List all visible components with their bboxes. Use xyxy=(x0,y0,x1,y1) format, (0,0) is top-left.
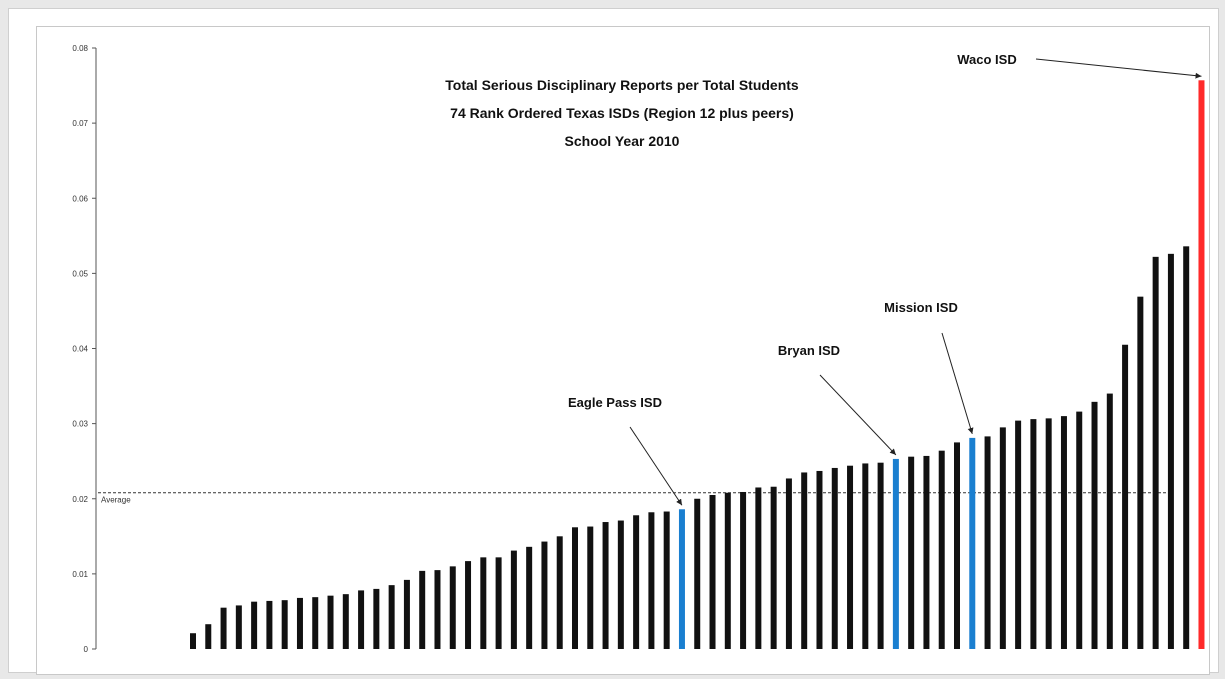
annotation-arrow xyxy=(941,332,974,435)
y-tick-label: 0.06 xyxy=(72,194,88,203)
bar xyxy=(526,546,533,649)
chart-frame: Total Serious Disciplinary Reports per T… xyxy=(8,8,1219,675)
bar xyxy=(816,470,823,649)
bar xyxy=(724,492,731,649)
bar xyxy=(251,601,258,649)
bar xyxy=(281,600,288,649)
bar xyxy=(1137,296,1144,649)
average-label: Average xyxy=(101,496,131,505)
bar xyxy=(709,494,716,649)
bar xyxy=(220,607,227,649)
y-tick-label: 0.07 xyxy=(72,119,88,128)
annotation-label: Bryan ISD xyxy=(778,343,840,358)
bar xyxy=(633,515,640,649)
bar xyxy=(617,520,624,649)
y-tick-label: 0 xyxy=(84,645,89,654)
chart-title-line-2: 74 Rank Ordered Texas ISDs (Region 12 pl… xyxy=(450,105,794,121)
bar xyxy=(954,442,960,649)
bar xyxy=(785,478,792,649)
bar xyxy=(312,597,319,649)
bar xyxy=(938,450,945,649)
annotation-arrow xyxy=(819,374,897,456)
bar xyxy=(358,590,365,649)
bar xyxy=(770,486,777,649)
bar xyxy=(266,600,273,649)
bar xyxy=(1183,246,1190,649)
bar xyxy=(999,427,1006,649)
y-tick-label: 0.03 xyxy=(72,420,88,429)
bar xyxy=(1106,393,1113,649)
bar xyxy=(694,498,701,649)
bar xyxy=(602,522,609,649)
highlighted-bar xyxy=(678,509,685,649)
bar xyxy=(495,557,502,649)
bar xyxy=(434,570,441,649)
bar xyxy=(388,585,395,649)
annotation-label: Mission ISD xyxy=(884,300,958,315)
chart-title-line-3: School Year 2010 xyxy=(565,133,680,149)
bar-chart: Total Serious Disciplinary Reports per T… xyxy=(72,44,1205,654)
bar xyxy=(556,536,563,649)
bar xyxy=(1122,344,1129,649)
bar xyxy=(1076,411,1083,649)
bar xyxy=(847,465,854,649)
bar xyxy=(205,624,212,649)
bar xyxy=(740,491,747,649)
bar xyxy=(480,557,487,649)
bar xyxy=(908,456,915,649)
y-tick-label: 0.05 xyxy=(72,269,88,278)
y-tick-label: 0.02 xyxy=(72,495,88,504)
highlighted-bar xyxy=(1198,80,1205,649)
bar xyxy=(465,561,472,649)
bar xyxy=(419,570,426,649)
bar xyxy=(373,588,380,649)
bar xyxy=(510,550,517,649)
bar xyxy=(862,463,869,649)
bar xyxy=(1091,401,1098,649)
bar xyxy=(572,527,578,649)
bar xyxy=(190,633,196,649)
annotation-arrow xyxy=(1035,58,1202,79)
bar xyxy=(1030,419,1037,649)
bar xyxy=(663,511,670,649)
chart-title-line-1: Total Serious Disciplinary Reports per T… xyxy=(445,77,799,93)
bar xyxy=(296,597,303,649)
bar xyxy=(755,487,762,649)
annotation-arrow xyxy=(629,426,683,506)
highlighted-bar xyxy=(969,437,976,649)
annotation-label: Eagle Pass ISD xyxy=(568,395,662,410)
y-tick-label: 0.04 xyxy=(72,345,88,354)
bar xyxy=(984,436,991,649)
bar xyxy=(801,472,808,649)
bar xyxy=(648,512,655,649)
bar xyxy=(403,579,410,649)
y-tick-label: 0.08 xyxy=(72,44,88,53)
bar xyxy=(587,526,594,649)
bar xyxy=(877,462,884,649)
bar xyxy=(1015,420,1022,649)
y-tick-label: 0.01 xyxy=(72,570,88,579)
bar xyxy=(541,541,548,649)
bar xyxy=(831,467,838,649)
bar xyxy=(1060,416,1067,649)
bar xyxy=(1167,253,1174,649)
annotation-label: Waco ISD xyxy=(957,52,1016,67)
bar xyxy=(449,566,456,649)
bar xyxy=(1152,256,1159,649)
bar xyxy=(342,594,349,649)
bar xyxy=(1045,418,1052,649)
chart-panel: Total Serious Disciplinary Reports per T… xyxy=(36,26,1210,675)
highlighted-bar xyxy=(892,458,899,649)
bar xyxy=(923,455,930,649)
bar xyxy=(235,605,242,649)
bar xyxy=(327,595,334,649)
